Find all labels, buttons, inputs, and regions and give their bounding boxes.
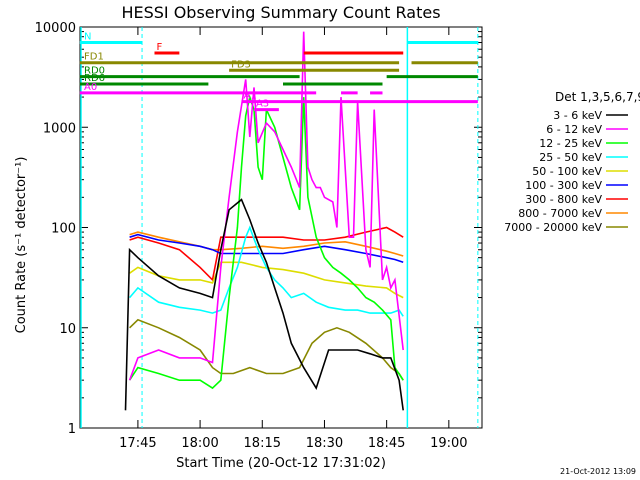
y-tick-labels: 1 10 100 1000 10000 [35, 21, 76, 437]
x-tick-label: 17:45 [119, 436, 156, 451]
legend-label: 25 - 50 keV [539, 151, 602, 164]
x-tick-label: 19:00 [430, 436, 467, 451]
series-line-800-7000keV [129, 231, 404, 257]
legend-label: 12 - 25 keV [539, 137, 602, 150]
legend-label: 7000 - 20000 keV [504, 221, 602, 234]
series-line-25-50keV [128, 225, 404, 317]
flag-label-FD1: FD1 [84, 52, 104, 63]
series-line-3-6keV [124, 198, 404, 411]
flag-label-F: F [156, 42, 162, 53]
x-tick-label: 18:45 [368, 436, 405, 451]
flag-label-A3: A3 [256, 99, 269, 110]
timestamp: 21-Oct-2012 13:09 [560, 467, 636, 476]
legend-label: 100 - 300 keV [525, 179, 602, 192]
series-line-100-300keV [129, 233, 404, 264]
series-line-300-800keV [129, 226, 404, 282]
legend-label: 3 - 6 keV [553, 109, 602, 122]
flag-label-A1: A1 [244, 91, 257, 102]
flag-label-RD6: RD6 [84, 73, 105, 84]
x-axis-label: Start Time (20-Oct-12 17:31:02) [176, 456, 386, 471]
x-tick-labels: 17:45 18:00 18:15 18:30 18:45 19:00 [119, 436, 467, 451]
flag-label-FD3: FD3 [231, 59, 251, 70]
series-layer [124, 31, 404, 411]
x-tick-label: 18:00 [181, 436, 218, 451]
legend-label: 800 - 7000 keV [518, 207, 602, 220]
y-tick-label: 10000 [35, 21, 76, 36]
series-line-50-100keV [129, 261, 404, 299]
series-line-6-12keV [128, 31, 404, 381]
y-axis-label: Count Rate (s⁻¹ detector⁻¹) [14, 157, 29, 334]
legend-label: 50 - 100 keV [532, 165, 602, 178]
legend-title: Det 1,3,5,6,7,9 [555, 90, 640, 104]
flag-label-RD0: RD0 [84, 66, 105, 77]
y-tick-label: 1000 [43, 121, 76, 136]
flag-label-N: N [84, 32, 91, 43]
y-tick-label: 1 [68, 422, 76, 437]
legend-label: 300 - 800 keV [525, 193, 602, 206]
x-tick-label: 18:30 [306, 436, 343, 451]
y-tick-label: 100 [51, 222, 76, 237]
x-tick-label: 18:15 [244, 436, 281, 451]
y-tick-label: 10 [59, 322, 76, 337]
legend-label: 6 - 12 keV [546, 123, 602, 136]
chart-title: HESSI Observing Summary Count Rates [121, 3, 440, 22]
series-line-12-25keV [128, 94, 404, 390]
series-line-7000-20000keV [129, 318, 404, 381]
flag-label-A0: A0 [84, 82, 97, 93]
